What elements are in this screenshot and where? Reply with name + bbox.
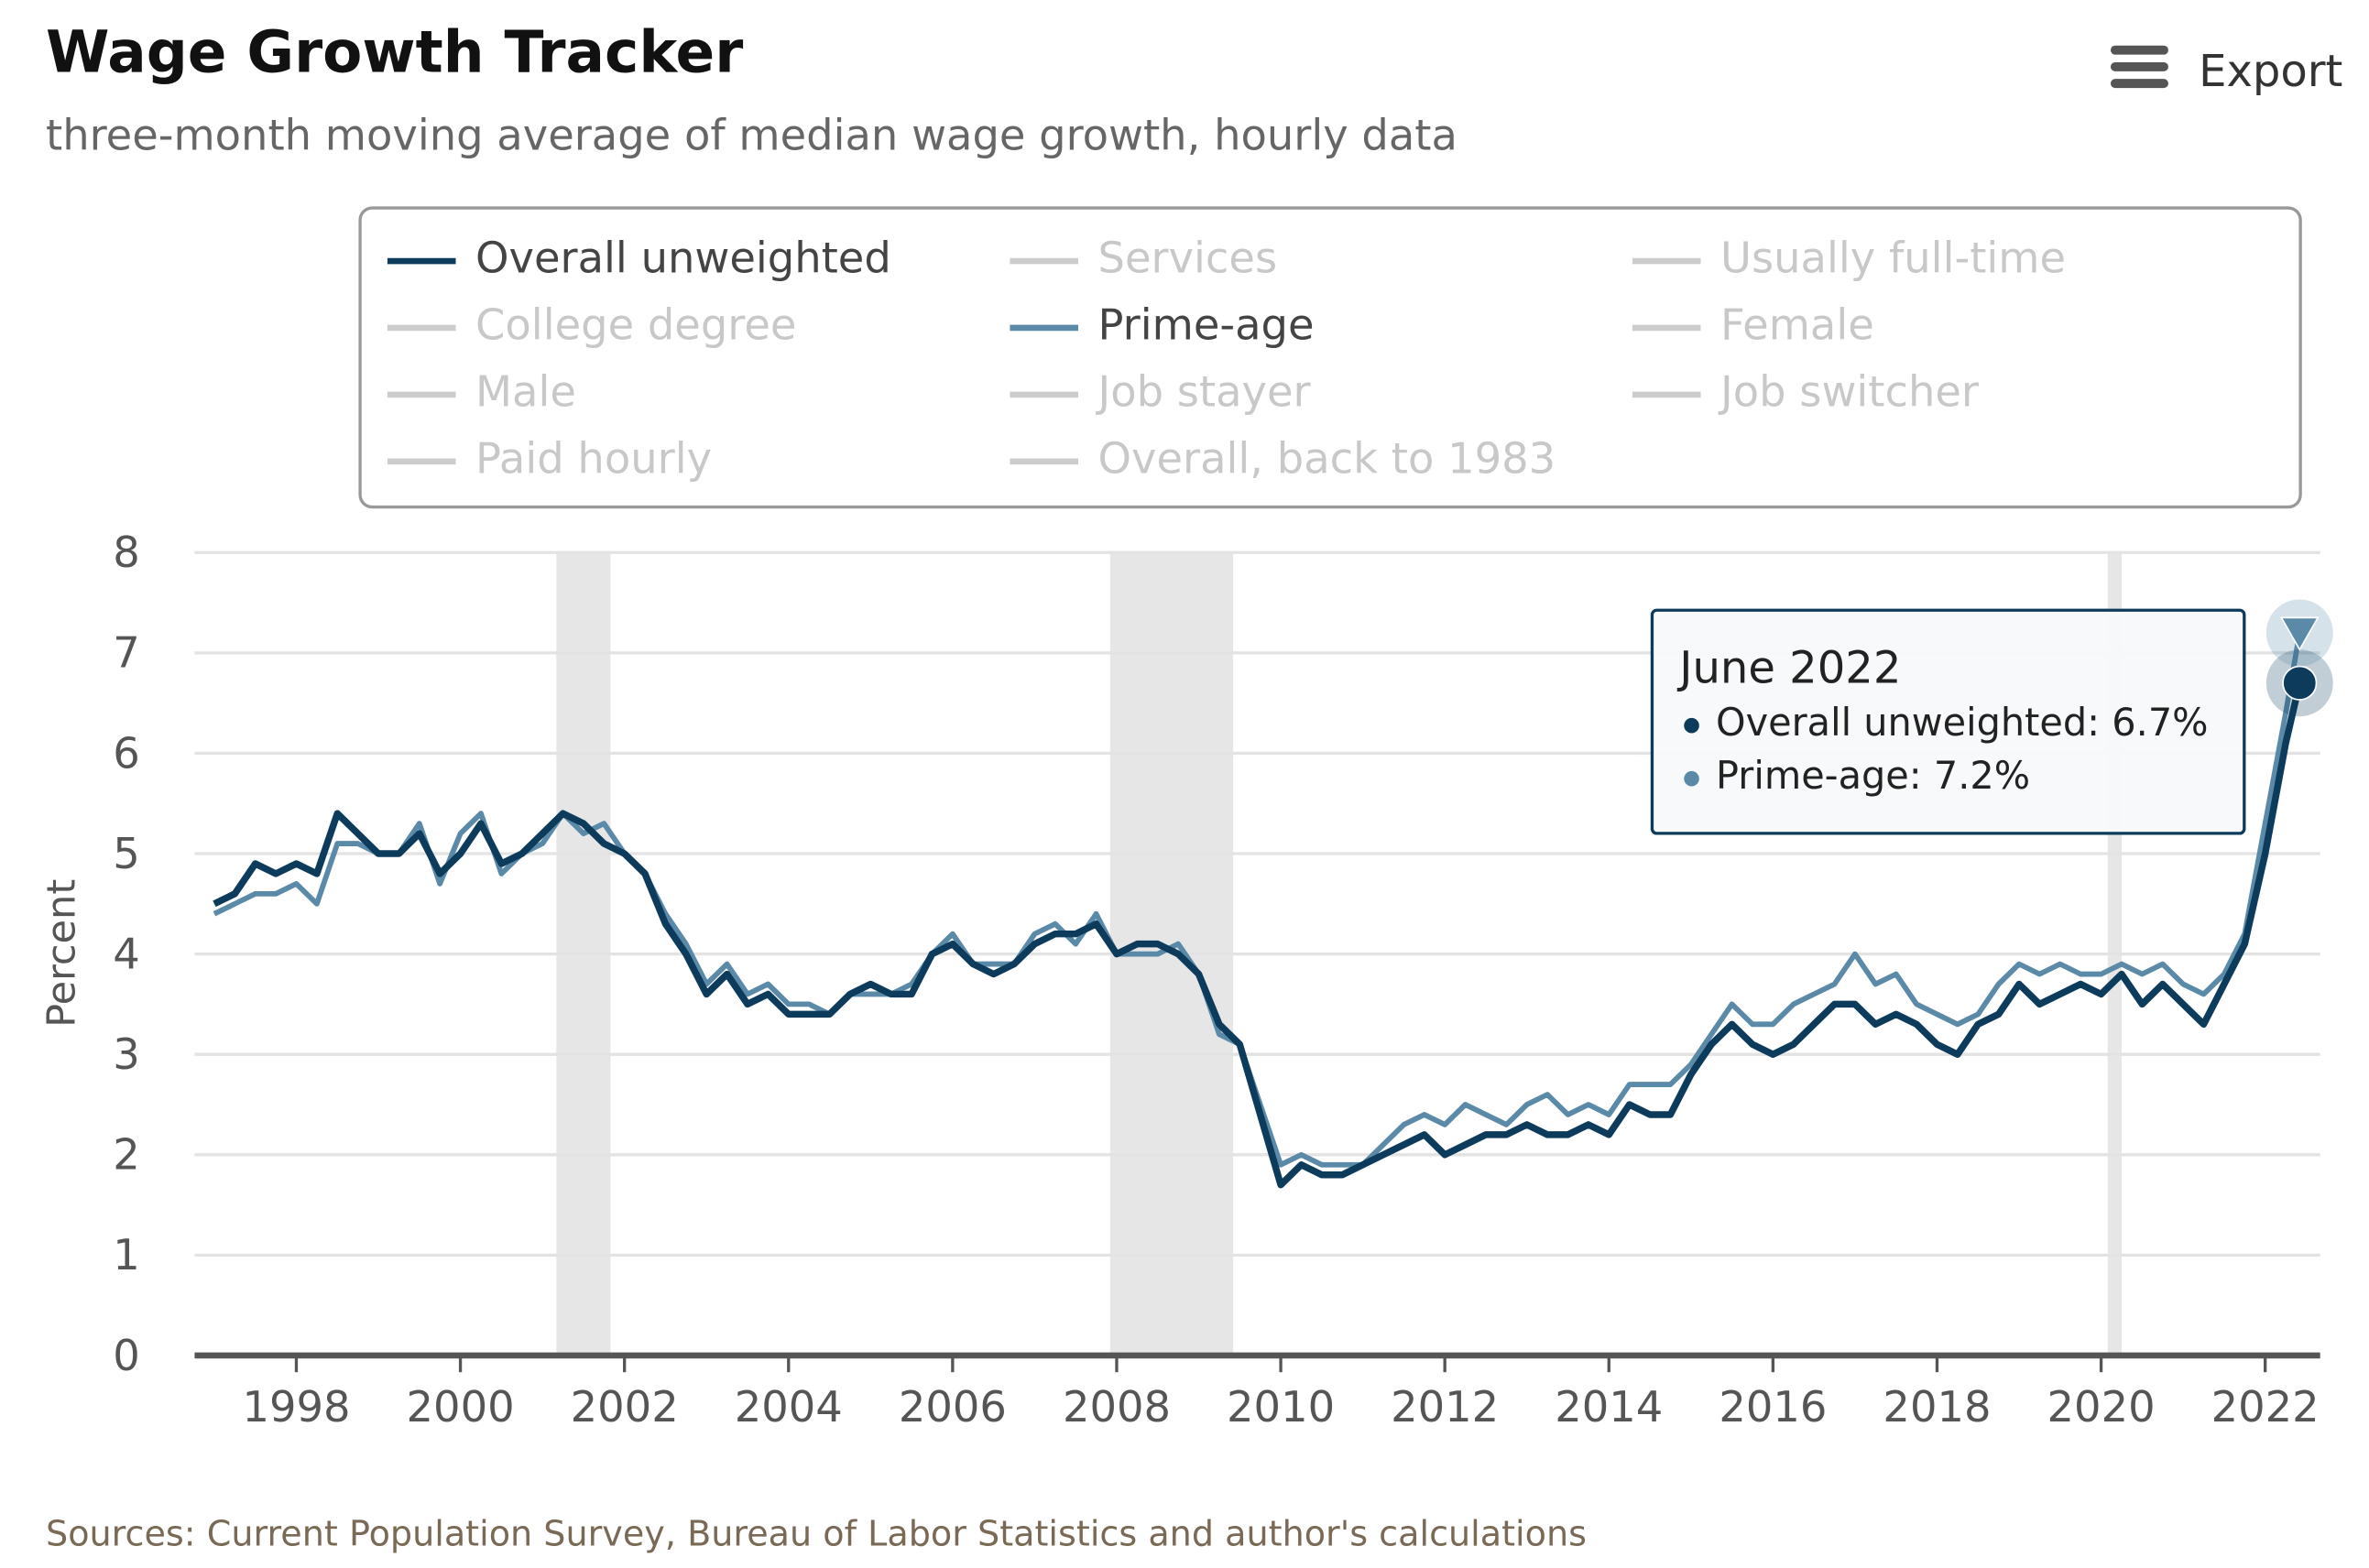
legend-item[interactable]: Usually full-time — [1632, 234, 2066, 283]
y-tick-label: 3 — [113, 1029, 140, 1079]
y-tick-label: 8 — [113, 528, 140, 577]
y-tick-label: 5 — [113, 829, 140, 878]
legend-item[interactable]: Overall unweighted — [387, 234, 891, 283]
legend-label: Paid hourly — [475, 433, 712, 483]
x-tick-label: 2006 — [899, 1382, 1007, 1432]
y-axis-label: Percent — [38, 879, 84, 1028]
export-button[interactable]: Export — [2110, 45, 2342, 97]
hover-marker — [2282, 665, 2318, 701]
y-tick-label: 2 — [113, 1130, 140, 1180]
x-tick-label: 2014 — [1555, 1382, 1663, 1432]
legend-item[interactable]: Female — [1632, 299, 1874, 349]
tooltip-title: June 2022 — [1676, 643, 1901, 694]
legend-item[interactable]: Overall, back to 1983 — [1010, 433, 1556, 483]
legend-item[interactable]: Job switcher — [1632, 366, 1980, 416]
source-note: Sources: Current Population Survey, Bure… — [46, 1514, 1587, 1554]
legend-box — [358, 206, 2302, 509]
legend-label: Services — [1098, 234, 1278, 283]
legend-item[interactable]: College degree — [387, 299, 797, 349]
x-tick-label: 2020 — [2047, 1382, 2156, 1432]
x-tick-label: 2012 — [1391, 1382, 1499, 1432]
x-tick-label: 2016 — [1719, 1382, 1827, 1432]
y-tick-label: 1 — [113, 1230, 140, 1279]
x-tick-label: 2022 — [2211, 1382, 2320, 1432]
hover-marker — [2279, 616, 2320, 651]
menu-icon-bar — [2110, 79, 2168, 89]
x-tick-label: 1998 — [242, 1382, 350, 1432]
legend-item[interactable]: Prime-age — [1010, 299, 1315, 349]
tooltip-bullet — [1684, 770, 1699, 787]
x-tick-label: 2008 — [1063, 1382, 1171, 1432]
y-tick-label: 6 — [113, 728, 140, 778]
chart-title: Wage Growth Tracker — [46, 18, 743, 85]
x-tick-label: 2002 — [571, 1382, 679, 1432]
y-tick-label: 4 — [113, 929, 140, 978]
menu-icon-bar — [2110, 45, 2168, 55]
legend-label: College degree — [475, 299, 796, 349]
menu-icon-bar — [2110, 61, 2168, 71]
series-line — [213, 681, 2303, 1189]
legend-item[interactable]: Paid hourly — [387, 433, 712, 483]
legend-label: Overall unweighted — [475, 234, 891, 283]
legend-label: Job switcher — [1718, 366, 1980, 416]
y-tick-label: 7 — [113, 628, 140, 678]
legend-item[interactable]: Male — [387, 366, 576, 416]
x-tick-label: 2018 — [1883, 1382, 1991, 1432]
export-label[interactable]: Export — [2199, 46, 2342, 97]
legend-label: Prime-age — [1098, 299, 1315, 349]
tooltip: June 2022 Overall unweighted: 6.7% Prime-a… — [1650, 608, 2246, 835]
tooltip-bullet — [1684, 717, 1699, 734]
legend-label: Job stayer — [1096, 366, 1312, 416]
x-tick-label: 2010 — [1227, 1382, 1335, 1432]
legend-item[interactable]: Job stayer — [1010, 366, 1312, 416]
legend-item[interactable]: Services — [1010, 234, 1277, 283]
x-tick-label: 2000 — [407, 1382, 515, 1432]
tooltip-item: Overall unweighted: 6.7% — [1716, 701, 2209, 745]
chart-subtitle: three-month moving average of median wag… — [46, 110, 1457, 159]
legend-label: Female — [1720, 299, 1874, 349]
y-tick-label: 0 — [113, 1331, 140, 1380]
legend-label: Overall, back to 1983 — [1098, 433, 1556, 483]
legend-label: Male — [475, 366, 576, 416]
tooltip-box — [1650, 608, 2246, 835]
legend-label: Usually full-time — [1720, 234, 2066, 283]
tooltip-item: Prime-age: 7.2% — [1716, 754, 2030, 798]
x-tick-label: 2004 — [735, 1382, 843, 1432]
